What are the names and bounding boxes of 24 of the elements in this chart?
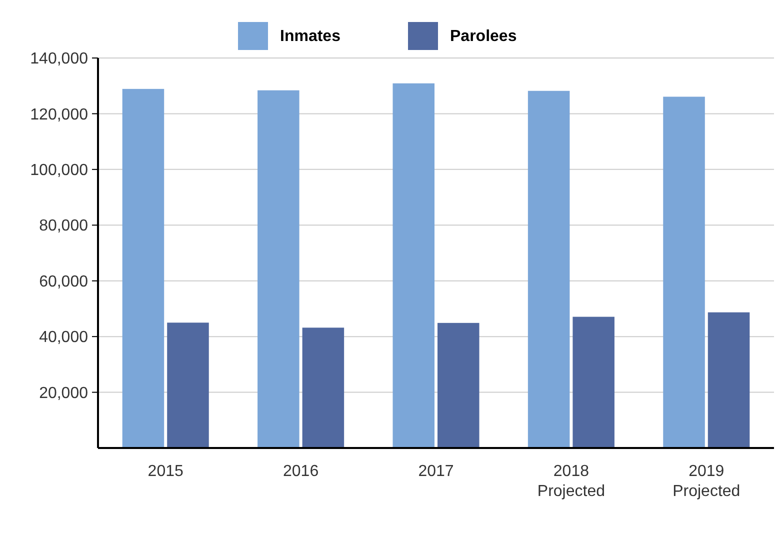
x-tick-label: 2017: [418, 463, 454, 480]
bar: [302, 328, 344, 448]
bar: [708, 312, 750, 448]
bar: [663, 96, 705, 448]
bar: [258, 90, 300, 448]
legend-label: Parolees: [450, 28, 517, 45]
bar: [528, 90, 570, 448]
bar: [167, 322, 209, 448]
x-tick-label: 2019 Projected: [672, 463, 740, 500]
y-tick-label: 60,000: [39, 273, 88, 290]
bar: [438, 322, 480, 448]
y-tick-label: 80,000: [39, 218, 88, 235]
bar: [392, 83, 434, 448]
y-tick-label: 40,000: [39, 329, 88, 346]
y-tick-label: 20,000: [39, 384, 88, 402]
x-tick-label: 2018 Projected: [537, 463, 605, 500]
bar: [572, 316, 614, 448]
bar: [122, 88, 164, 448]
y-tick-label: 100,000: [30, 162, 88, 180]
legend-label: Inmates: [280, 28, 341, 45]
x-tick-label: 2016: [283, 463, 319, 480]
y-tick-label: 140,000: [30, 50, 88, 68]
x-tick-label: 2015: [148, 463, 184, 480]
y-tick-label: 120,000: [30, 106, 88, 124]
